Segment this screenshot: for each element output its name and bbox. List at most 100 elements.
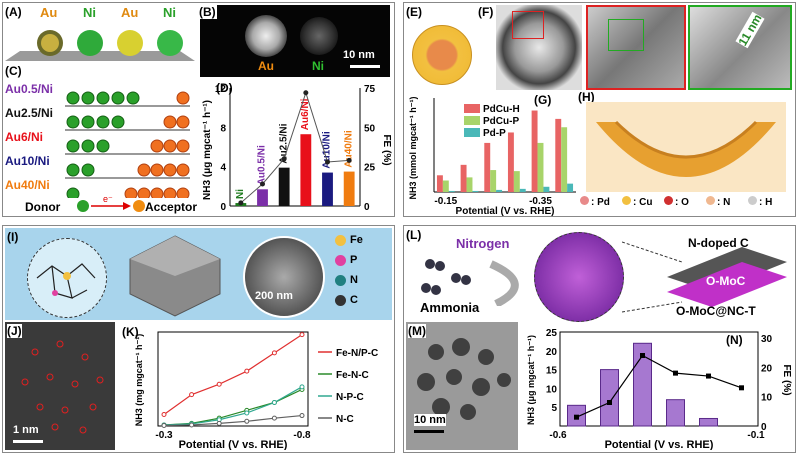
n-xtick: -0.6 — [549, 430, 567, 441]
l-layers — [622, 241, 787, 313]
d-bar-label: Ni — [235, 189, 246, 199]
k-frame — [157, 331, 309, 427]
d-ylabel: NH3 (μg mgcat⁻¹ h⁻¹) — [202, 100, 213, 200]
chart-g: (G) NH3 (mmol mgcat⁻¹ h⁻¹) Potential (V vs… — [408, 93, 576, 217]
l-omoc: O-MoC — [706, 274, 746, 288]
panel-b: (B) Au Ni 10 nm — [198, 5, 390, 77]
g-legend-label: Pd-P — [483, 128, 506, 139]
k-point — [299, 332, 305, 338]
c-au-sphere — [137, 187, 151, 198]
a-ni-2: Ni — [163, 5, 176, 20]
c-ni-sphere — [96, 115, 110, 129]
c-au-sphere — [163, 115, 177, 129]
c-au-sphere — [176, 91, 190, 105]
k-point — [244, 410, 250, 416]
label-a: (A) — [5, 5, 22, 19]
h-legend: : Pd: Cu: O: N: H — [580, 194, 792, 212]
label-l: (L) — [406, 228, 422, 242]
n-ytick: 10 — [546, 384, 558, 395]
g-bar — [472, 190, 479, 192]
d-y2label: FE (%) — [381, 134, 392, 165]
n-fe-point — [607, 400, 612, 405]
d-bar-label: Au10/Ni — [322, 131, 333, 168]
g-bar — [442, 180, 449, 192]
c-au-sphere — [163, 163, 177, 177]
g-bar — [507, 132, 514, 192]
n-y2label: FE (%) — [781, 364, 792, 395]
i-dodecahedron — [129, 235, 221, 317]
chart-d: (D) 0 4 8 12 0 25 50 75 NH3 (μg mgcat⁻¹ h⁻¹) FE (%… — [202, 81, 392, 213]
d-fe-line — [240, 91, 350, 204]
k-point — [244, 418, 250, 424]
c-ni-sphere — [96, 139, 110, 153]
d-bar-label: Au2.5/Ni — [278, 123, 289, 163]
chart-k: (K)NH3 (mg mgcat⁻¹ h⁻¹) Potential (V vs. … — [122, 325, 378, 451]
panel-a: (A) Au Ni Au Ni — [5, 5, 195, 63]
label-i: (I) — [7, 230, 19, 244]
c-donor-acceptor-arrow — [77, 200, 145, 212]
g-xtick: -0.15 — [434, 196, 457, 207]
c-row-label-2: Au6/Ni — [5, 130, 44, 144]
c-ni-sphere — [81, 163, 95, 177]
k-point — [244, 368, 250, 374]
d-ytick: 4 — [220, 163, 226, 174]
k-xlabel: Potential (V vs. RHE) — [179, 439, 288, 450]
k-point — [189, 422, 195, 428]
d-bar — [322, 172, 333, 206]
label-j: (J) — [7, 324, 22, 338]
k-legend-label: Fe-N/P-C — [336, 348, 378, 359]
c-row-label-1: Au2.5/Ni — [5, 106, 54, 120]
c-schematic — [65, 91, 190, 198]
b-scale-bar — [350, 65, 380, 68]
f-zoom-box-red — [512, 11, 544, 39]
g-bar — [537, 142, 544, 192]
g-bar — [448, 190, 455, 192]
g-bar — [466, 177, 473, 192]
n-ytick: 25 — [546, 328, 558, 339]
k-xtick: -0.8 — [293, 430, 311, 441]
c-au-sphere — [137, 163, 151, 177]
b-ni-particle — [300, 17, 338, 55]
g-bar — [496, 189, 503, 192]
d-bar — [278, 167, 290, 206]
panel-d: (D) 0 4 8 12 0 25 50 75 NH3 (μg mgcat⁻¹ h⁻¹) FE (%… — [200, 80, 392, 216]
label-k: (K) — [122, 325, 139, 339]
n-y2tick: 20 — [761, 363, 773, 374]
i-legend-item: Fe — [335, 234, 363, 246]
n-ytick: 5 — [551, 403, 557, 414]
b-au-label: Au — [258, 59, 274, 73]
n-fe-point — [673, 370, 678, 376]
a-particles-illustration — [5, 30, 195, 61]
k-point — [161, 422, 167, 428]
d-bar — [343, 171, 355, 206]
g-xlabel: Potential (V vs. RHE) — [456, 206, 555, 216]
n-bar — [600, 369, 619, 427]
c-ni-sphere — [81, 139, 95, 153]
i-sem-circle — [243, 236, 325, 318]
d-fe-point — [281, 156, 287, 162]
c-au-sphere — [163, 187, 177, 198]
l-ndoped: N-doped C — [688, 236, 749, 250]
c-row-label-0: Au0.5/Ni — [5, 82, 54, 96]
panel-g: (G) NH3 (mmol mgcat⁻¹ h⁻¹) Potential (V vs… — [406, 88, 586, 217]
d-y2tick: 50 — [364, 123, 376, 134]
k-point — [271, 400, 277, 405]
g-legend-swatch — [464, 116, 480, 125]
panel-f: (F) 11 nm — [478, 5, 794, 90]
g-bar — [561, 127, 568, 192]
b-au-particle — [245, 15, 287, 57]
n-frame — [559, 331, 759, 427]
h-legend-item: : O — [664, 196, 689, 208]
c-au-sphere — [176, 163, 190, 177]
k-series-line — [163, 386, 303, 426]
panel-h: (H) : Pd: Cu: O: N: H — [578, 90, 793, 215]
n-bar — [666, 399, 685, 427]
label-g: (G) — [534, 93, 551, 107]
k-ylabel: NH3 (mg mgcat⁻¹ h⁻¹) — [134, 334, 144, 427]
d-y2tick: 75 — [364, 84, 376, 95]
k-legend-label: Fe-N-C — [336, 370, 369, 381]
d-ytick: 0 — [220, 202, 226, 213]
i-legend-item: P — [335, 254, 357, 266]
c-au-sphere — [163, 139, 177, 153]
k-legend-label: N-C — [336, 414, 354, 425]
